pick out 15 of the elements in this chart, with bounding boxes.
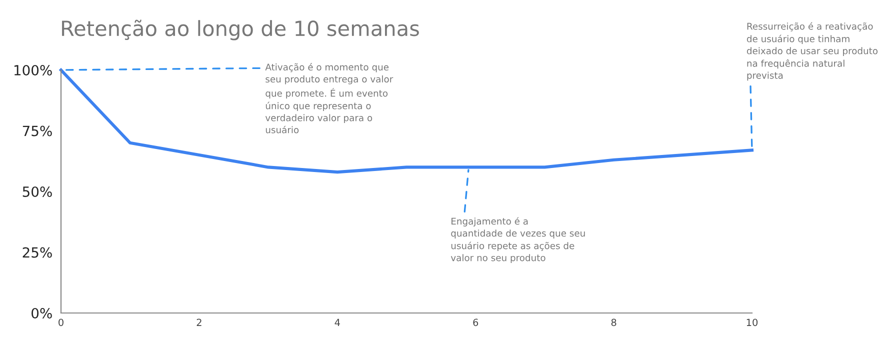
x-tick-label: 6 (473, 318, 478, 326)
annotation: Engajamento é a quantidade de vezes que seu usuário repete as ações de valor no seu produto (450, 217, 585, 263)
x-tick-label: 10 (746, 318, 758, 326)
annotation: Ativação é o momento que seu produto entrega o valor que promete. É um evento único que representa o verdadeiro valor para o usuário (265, 63, 394, 134)
annotation: Ressurreição é a reativação de usuário que tinham deixado de usar seu produto na frequência natural prevista (746, 22, 878, 81)
y-tick-label: 50% (22, 186, 52, 197)
y-tick-label: 25% (22, 247, 52, 258)
x-tick-label: 0 (58, 318, 64, 326)
y-tick-label: 0% (32, 308, 52, 318)
chart-title: Retenção ao longo de 10 semanas (62, 20, 419, 40)
y-tick-label: 100% (14, 64, 52, 76)
x-tick-label: 8 (611, 318, 616, 326)
y-tick-label: 75% (22, 126, 52, 136)
x-tick-label: 4 (334, 318, 340, 326)
x-tick-label: 2 (196, 318, 202, 326)
